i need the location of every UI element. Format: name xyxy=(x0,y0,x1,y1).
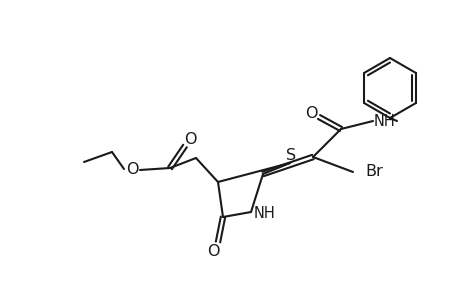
Text: S: S xyxy=(285,148,296,164)
Text: O: O xyxy=(183,131,196,146)
Text: Br: Br xyxy=(364,164,382,179)
Text: O: O xyxy=(125,161,138,176)
Text: O: O xyxy=(206,244,219,260)
Text: NH: NH xyxy=(253,206,275,221)
Text: O: O xyxy=(304,106,317,121)
Text: NH: NH xyxy=(373,113,395,128)
